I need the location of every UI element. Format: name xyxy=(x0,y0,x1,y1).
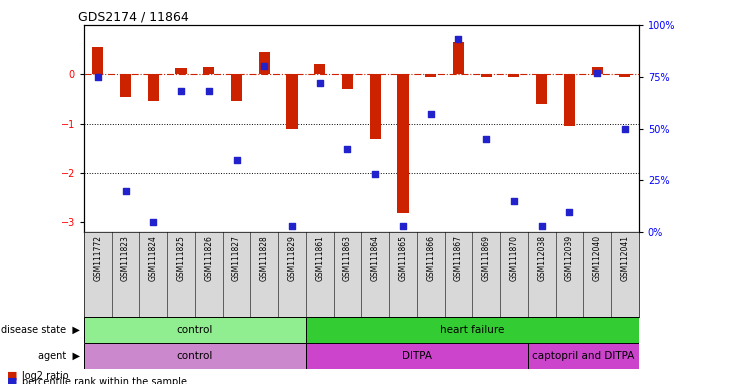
Text: GSM111861: GSM111861 xyxy=(315,235,324,281)
Point xyxy=(92,74,104,80)
Bar xyxy=(231,74,242,101)
Bar xyxy=(120,74,131,96)
Text: control: control xyxy=(177,351,213,361)
Point xyxy=(369,171,381,177)
Text: GSM111826: GSM111826 xyxy=(204,235,213,281)
Bar xyxy=(536,74,548,104)
Bar xyxy=(175,68,187,74)
Point xyxy=(397,223,409,229)
Point xyxy=(175,88,187,94)
Text: GSM111828: GSM111828 xyxy=(260,235,269,281)
Text: GSM112041: GSM112041 xyxy=(620,235,629,281)
Point xyxy=(425,111,437,117)
Bar xyxy=(306,343,528,369)
Text: GSM111825: GSM111825 xyxy=(177,235,185,281)
Text: ■: ■ xyxy=(7,371,18,381)
Text: percentile rank within the sample: percentile rank within the sample xyxy=(22,377,187,384)
Bar xyxy=(480,74,492,77)
Text: GSM111827: GSM111827 xyxy=(232,235,241,281)
Bar xyxy=(425,74,437,77)
Point xyxy=(536,223,548,229)
Point xyxy=(147,219,159,225)
Bar xyxy=(397,74,409,213)
Bar xyxy=(92,47,104,74)
Bar xyxy=(619,74,631,77)
Text: GSM111865: GSM111865 xyxy=(399,235,407,281)
Text: GSM111867: GSM111867 xyxy=(454,235,463,281)
Text: GSM111866: GSM111866 xyxy=(426,235,435,281)
Bar xyxy=(314,65,326,74)
Bar xyxy=(453,42,464,74)
Point xyxy=(564,209,575,215)
Bar xyxy=(342,74,353,89)
Bar xyxy=(84,317,306,343)
Text: disease state  ▶: disease state ▶ xyxy=(1,324,80,335)
Bar xyxy=(369,74,381,139)
Point xyxy=(314,80,326,86)
Point xyxy=(480,136,492,142)
Point xyxy=(203,88,215,94)
Text: GSM111864: GSM111864 xyxy=(371,235,380,281)
Point xyxy=(286,223,298,229)
Bar xyxy=(258,52,270,74)
Text: GSM111824: GSM111824 xyxy=(149,235,158,281)
Text: GSM111823: GSM111823 xyxy=(121,235,130,281)
Text: ■: ■ xyxy=(7,377,18,384)
Text: agent  ▶: agent ▶ xyxy=(38,351,80,361)
Text: GSM111829: GSM111829 xyxy=(288,235,296,281)
Text: log2 ratio: log2 ratio xyxy=(22,371,69,381)
Point xyxy=(508,198,520,204)
Text: GSM112038: GSM112038 xyxy=(537,235,546,281)
Text: captopril and DITPA: captopril and DITPA xyxy=(532,351,634,361)
Text: GSM112040: GSM112040 xyxy=(593,235,602,281)
Text: GSM111863: GSM111863 xyxy=(343,235,352,281)
Bar xyxy=(508,74,520,77)
Text: GSM111772: GSM111772 xyxy=(93,235,102,281)
Bar xyxy=(564,74,575,126)
Bar xyxy=(528,343,639,369)
Point xyxy=(258,63,270,70)
Bar xyxy=(147,74,159,101)
Text: GSM112039: GSM112039 xyxy=(565,235,574,281)
Text: GSM111869: GSM111869 xyxy=(482,235,491,281)
Point xyxy=(453,36,464,43)
Text: DITPA: DITPA xyxy=(402,351,432,361)
Bar xyxy=(84,343,306,369)
Text: heart failure: heart failure xyxy=(440,324,504,335)
Point xyxy=(120,188,131,194)
Text: GSM111870: GSM111870 xyxy=(510,235,518,281)
Point xyxy=(591,70,603,76)
Text: control: control xyxy=(177,324,213,335)
Bar xyxy=(203,67,215,74)
Point xyxy=(231,157,242,163)
Text: GDS2174 / 11864: GDS2174 / 11864 xyxy=(78,11,189,24)
Point xyxy=(619,126,631,132)
Point xyxy=(342,146,353,152)
Bar xyxy=(286,74,298,129)
Bar xyxy=(306,317,639,343)
Bar xyxy=(591,67,603,74)
